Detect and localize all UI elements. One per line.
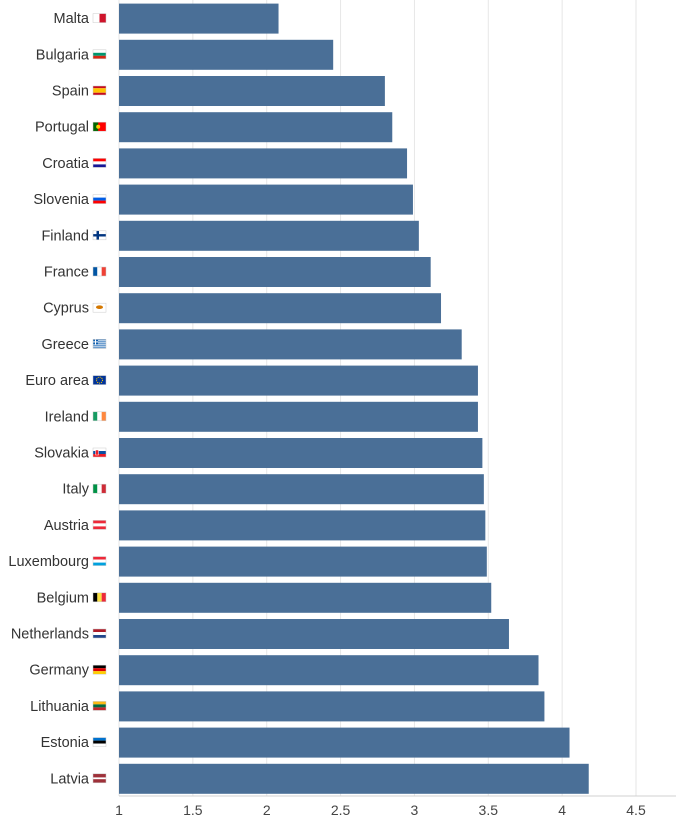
category-label: Austria [44,518,90,534]
category-label: Belgium [37,590,89,606]
bar [119,3,279,34]
category-label: Portugal [35,120,89,136]
bar [119,401,478,432]
category-label: France [44,265,89,281]
bulgaria-flag-icon [92,49,107,60]
bar [119,727,570,758]
bar [119,510,486,541]
latvia-flag-icon [92,773,107,784]
austria-flag-icon [92,520,107,530]
category-label: Lithuania [30,699,90,715]
category-label: Netherlands [11,627,89,643]
x-tick-label: 1.5 [183,802,203,818]
germany-flag-icon [92,664,107,675]
italy-flag-icon [92,483,107,494]
malta-flag-icon [92,13,107,23]
category-label: Luxembourg [8,554,89,570]
category-labels: Malta Bulgaria Spain Portugal Croatia Sloveni… [8,11,90,787]
slovakia-flag-icon [92,447,107,458]
bar [119,546,487,577]
france-flag-icon [92,266,107,277]
croatia-flag-icon [92,158,107,168]
bar [119,39,334,70]
x-tick-label: 1 [115,802,123,818]
ireland-flag-icon [92,411,107,422]
category-label: Germany [29,663,89,679]
bar [119,655,539,686]
category-label: Malta [54,11,90,27]
cyprus-flag-icon [92,302,107,313]
bar [119,474,484,505]
x-tick-label: 4.5 [626,802,646,818]
category-label: Latvia [50,771,90,787]
x-axis-ticks: 1 1.5 2 2.5 3 3.5 4 4.5 [115,795,676,818]
category-label: Bulgaria [36,47,90,63]
bar [119,220,419,251]
category-label: Estonia [41,735,90,751]
bar [119,148,408,179]
category-label: Spain [52,84,89,100]
category-label: Croatia [42,156,90,172]
estonia-flag-icon [92,737,107,747]
x-tick-label: 3 [411,802,419,818]
belgium-flag-icon [92,592,107,603]
flags [92,13,107,784]
bar [119,112,393,143]
x-tick-label: 4 [558,802,566,818]
greece-flag-icon [92,339,107,349]
bar [119,582,492,613]
x-tick-label: 2.5 [331,802,351,818]
lithuania-flag-icon [92,701,107,711]
bar [119,438,483,468]
luxembourg-flag-icon [92,556,107,566]
x-tick-label: 3.5 [479,802,499,818]
bar [119,763,589,794]
bar [119,76,385,106]
bar [119,329,462,360]
bar [119,619,509,649]
bars [119,3,589,794]
bar [119,184,413,215]
category-label: Slovenia [33,192,90,208]
x-tick-label: 2 [263,802,271,818]
bar [119,365,478,396]
eu-flag-icon [92,375,107,385]
category-label: Slovakia [34,446,90,462]
bar [119,293,442,324]
slovenia-flag-icon [92,194,107,204]
finland-flag-icon [92,230,107,241]
spain-flag-icon [92,85,107,96]
bar [119,257,431,287]
bar [119,691,545,722]
category-label: Italy [62,482,89,498]
category-label: Greece [41,337,89,353]
category-label: Euro area [25,373,90,389]
netherlands-flag-icon [92,628,107,639]
portugal-flag-icon [92,121,107,132]
category-label: Finland [41,228,89,244]
category-label: Ireland [45,409,89,425]
category-label: Cyprus [43,301,89,317]
